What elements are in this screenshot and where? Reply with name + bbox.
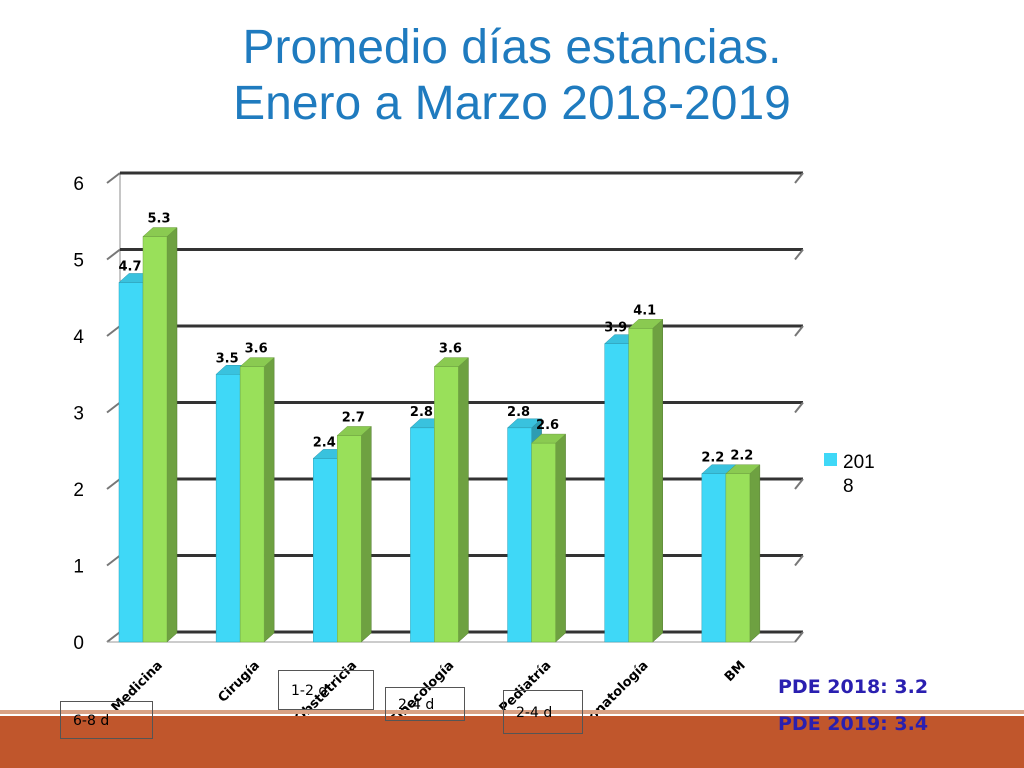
- bar-top-series-b: [239, 357, 275, 367]
- bar-top-series-a: [506, 418, 543, 429]
- range-box-2-4-a: 2-4 d: [385, 687, 465, 721]
- gridline-slant: [106, 248, 121, 261]
- bar-series-b: [337, 435, 362, 643]
- bar-series-a: [507, 427, 532, 643]
- data-label: 2.8: [410, 405, 433, 420]
- gridline-slant: [106, 172, 121, 184]
- bar-side-series-b: [749, 464, 761, 643]
- gridline-slant: [106, 631, 121, 643]
- legend-label-line-1: 201: [843, 452, 875, 473]
- bar-top-series-b: [142, 227, 178, 237]
- gridline-slant: [106, 554, 121, 567]
- bar-series-a: [410, 427, 435, 643]
- footer-band: [0, 716, 1024, 768]
- gridline-slant: [106, 401, 121, 414]
- range-box-2-4-b: 2-4 d: [503, 690, 583, 734]
- legend-label-line-2: 8: [843, 476, 854, 497]
- bar-series-b: [628, 328, 653, 643]
- pde-2019: PDE 2019: 3.4: [778, 713, 929, 735]
- gridline-end: [794, 325, 804, 337]
- data-label: 2.2: [701, 451, 724, 466]
- bar-series-a: [118, 282, 144, 643]
- pde-2018: PDE 2018: 3.2: [778, 676, 929, 698]
- data-label: 2.6: [536, 418, 559, 433]
- bar-side-series-b: [166, 226, 178, 643]
- bar-series-b: [434, 366, 459, 643]
- bar-side-series-b: [263, 357, 275, 643]
- gridline-end: [794, 401, 804, 414]
- bar-series-b: [531, 442, 556, 643]
- data-label: 4.1: [633, 303, 656, 318]
- data-label: 2.4: [313, 435, 336, 450]
- y-tick-label: 1: [73, 557, 84, 578]
- data-label: 2.7: [342, 410, 365, 425]
- bar-top-series-b: [433, 357, 470, 367]
- bar-series-a: [313, 458, 338, 643]
- footer-thin-stripe: [0, 710, 1024, 714]
- gridline-end: [794, 172, 804, 184]
- bar-top-series-b: [628, 319, 664, 329]
- bar-top-series-b: [530, 433, 567, 444]
- data-label: 3.6: [439, 342, 462, 357]
- bar-side-series-b: [458, 357, 469, 643]
- gridline-end: [794, 554, 804, 567]
- legend-swatch-2018: [824, 453, 837, 466]
- bar-side-series-b: [555, 433, 566, 643]
- bar-top-series-b: [336, 426, 372, 436]
- y-tick-label: 5: [73, 251, 84, 272]
- data-label: 2.8: [507, 405, 530, 420]
- gridline-slant: [106, 325, 121, 337]
- bar-series-b: [239, 366, 265, 643]
- gridline-end: [794, 248, 804, 261]
- bar-series-b: [142, 236, 168, 643]
- y-tick-label: 4: [73, 327, 84, 348]
- x-tick-label: Cirugía: [215, 658, 263, 706]
- legend: 201 8: [824, 452, 875, 497]
- gridline-end: [794, 478, 804, 490]
- title-line-2: Enero a Marzo 2018-2019: [233, 77, 791, 130]
- bar-side-series-b: [361, 425, 372, 643]
- y-tick-label: 2: [73, 480, 84, 501]
- data-label: 4.7: [118, 259, 141, 274]
- data-label: 2.2: [730, 449, 753, 464]
- data-label: 3.9: [604, 321, 627, 336]
- gridline-slant: [106, 478, 121, 490]
- x-tick-label: BM: [722, 658, 749, 685]
- bars: [118, 226, 761, 643]
- y-tick-label: 0: [73, 633, 84, 654]
- slide-title: Promedio días estancias. Enero a Marzo 2…: [0, 20, 1024, 132]
- y-tick-label: 6: [73, 174, 84, 195]
- data-label: 3.5: [216, 351, 239, 366]
- y-axis: 0 1 2 3 4 5 6: [73, 174, 84, 654]
- bar-series-a: [604, 343, 629, 643]
- gridline-end: [794, 631, 804, 643]
- data-label: 3.6: [245, 342, 268, 357]
- data-labels: 4.7 5.3 3.5 3.6 2.4 2.7 2.8 3.6 2.8 2.6 3.9 4.1 2.2 2…: [118, 212, 753, 466]
- data-label: 5.3: [147, 212, 170, 227]
- range-box-1-2: 1-2 d: [278, 670, 374, 710]
- bar-series-a: [215, 374, 241, 643]
- bar-series-b: [725, 473, 751, 643]
- bar-series-a: [701, 473, 727, 643]
- bar-side-series-b: [652, 318, 663, 643]
- bar-top-series-b: [725, 464, 761, 474]
- title-line-1: Promedio días estancias.: [242, 21, 782, 74]
- y-tick-label: 3: [73, 404, 84, 425]
- range-box-6-8: 6-8 d: [60, 701, 153, 739]
